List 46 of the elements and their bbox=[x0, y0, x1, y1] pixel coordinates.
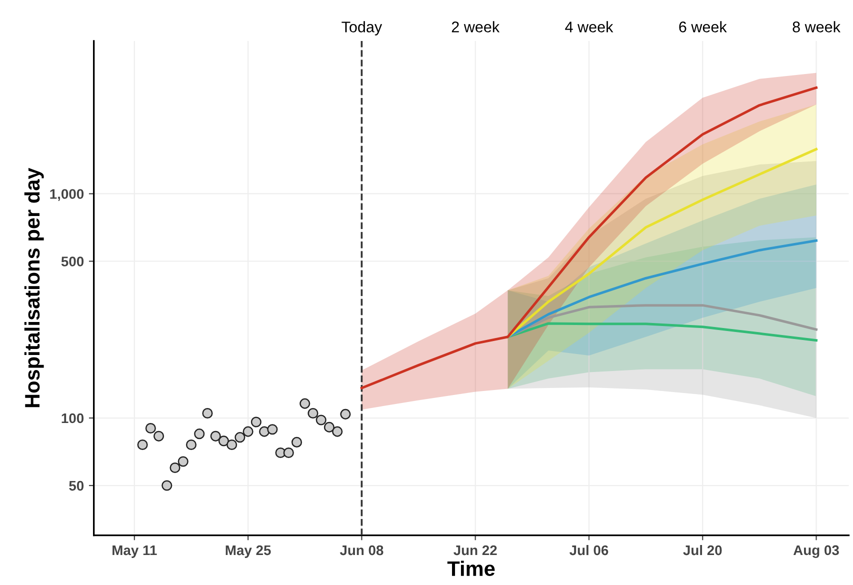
x2-tick-label: 6 week bbox=[679, 21, 727, 32]
x2-tick-label: Today bbox=[342, 21, 382, 36]
point bbox=[218, 436, 229, 446]
x-tick-label: May 25 bbox=[226, 545, 271, 558]
point bbox=[308, 408, 318, 419]
point bbox=[162, 480, 172, 491]
x-tick-label: Jul 20 bbox=[683, 544, 722, 556]
point bbox=[194, 428, 205, 440]
y-tick-label: 50 bbox=[69, 480, 84, 491]
x-tick-label: May 11 bbox=[112, 546, 157, 558]
line-series bbox=[506, 239, 818, 338]
point bbox=[250, 416, 262, 428]
point bbox=[145, 422, 156, 434]
point bbox=[153, 430, 164, 442]
point bbox=[291, 436, 302, 448]
x2-tick-label: 2 week bbox=[452, 21, 500, 32]
point bbox=[226, 439, 238, 450]
point bbox=[300, 398, 310, 409]
point bbox=[210, 430, 221, 442]
point bbox=[283, 447, 294, 458]
line-series bbox=[506, 304, 818, 338]
point bbox=[202, 408, 213, 419]
x-axis-title: Time bbox=[447, 560, 495, 576]
x2-tick-label: 4 week bbox=[565, 21, 614, 32]
point bbox=[340, 408, 351, 420]
point bbox=[170, 462, 180, 474]
y-tick-label: 1,000 bbox=[50, 189, 84, 201]
point bbox=[186, 439, 197, 450]
line-series bbox=[506, 148, 818, 338]
y-tick-label: 100 bbox=[62, 413, 84, 424]
x2-tick-label: 8 week bbox=[792, 21, 840, 32]
point bbox=[259, 426, 270, 437]
point bbox=[267, 424, 278, 435]
x-tick-label: Jun 08 bbox=[340, 545, 384, 556]
point bbox=[178, 456, 188, 467]
y-tick-label: 500 bbox=[61, 256, 84, 266]
point bbox=[137, 439, 148, 450]
point bbox=[234, 432, 246, 443]
point bbox=[316, 414, 326, 426]
point bbox=[324, 422, 335, 432]
x-tick-label: Jul 06 bbox=[570, 544, 608, 556]
y-axis-title: Hospitalisations per day bbox=[24, 168, 44, 408]
point bbox=[242, 426, 254, 437]
x-tick-label: Jun 22 bbox=[454, 545, 497, 556]
x-tick-label: Aug 03 bbox=[793, 545, 839, 558]
point bbox=[332, 426, 343, 437]
